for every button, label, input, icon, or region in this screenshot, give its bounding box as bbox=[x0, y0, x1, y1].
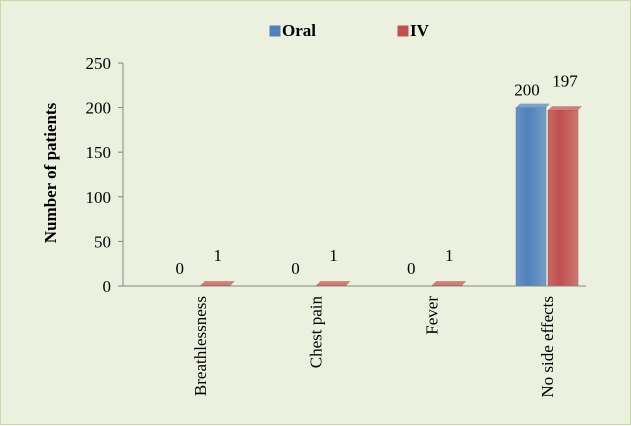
bar-iv-3 bbox=[547, 110, 579, 287]
bar-top-iv bbox=[200, 281, 235, 286]
data-label-oral: 200 bbox=[514, 81, 540, 100]
y-tick-label: 0 bbox=[103, 277, 112, 296]
bar-top-iv bbox=[432, 281, 467, 286]
legend: Oral IV bbox=[269, 21, 430, 40]
data-label-iv: 197 bbox=[552, 71, 578, 90]
x-axis-ticks: Breathlessness Chest pain Fever No side eff… bbox=[191, 296, 557, 398]
y-tick-label: 200 bbox=[86, 99, 112, 118]
data-label-oral: 0 bbox=[291, 259, 300, 278]
legend-swatch-oral bbox=[269, 25, 281, 37]
bar-top-iv bbox=[316, 281, 351, 286]
x-tick-label: Breathlessness bbox=[191, 296, 210, 396]
legend-label-oral: Oral bbox=[282, 21, 316, 40]
data-labels: 0 1 0 1 0 1 200 197 bbox=[176, 71, 579, 278]
x-tick-label: Fever bbox=[422, 296, 441, 335]
legend-label-iv: IV bbox=[410, 21, 430, 40]
x-tick-label: Chest pain bbox=[307, 296, 326, 369]
bar-top-oral bbox=[516, 103, 550, 108]
data-label-iv: 1 bbox=[214, 246, 223, 265]
data-label-oral: 0 bbox=[407, 259, 416, 278]
y-axis-ticks: 0 50 100 150 200 250 bbox=[86, 54, 123, 296]
bars bbox=[200, 103, 582, 287]
y-tick-label: 250 bbox=[86, 54, 112, 73]
y-tick-label: 100 bbox=[86, 188, 112, 207]
data-label-iv: 1 bbox=[329, 246, 338, 265]
y-axis-label: Number of patients bbox=[41, 102, 60, 243]
data-label-iv: 1 bbox=[445, 246, 454, 265]
bar-top-iv bbox=[548, 106, 582, 111]
y-tick-label: 150 bbox=[86, 143, 112, 162]
legend-swatch-iv bbox=[397, 25, 409, 37]
bar-oral-3 bbox=[515, 107, 547, 287]
data-label-oral: 0 bbox=[176, 259, 185, 278]
y-tick-label: 50 bbox=[94, 232, 111, 251]
x-tick-label: No side effects bbox=[538, 296, 557, 398]
